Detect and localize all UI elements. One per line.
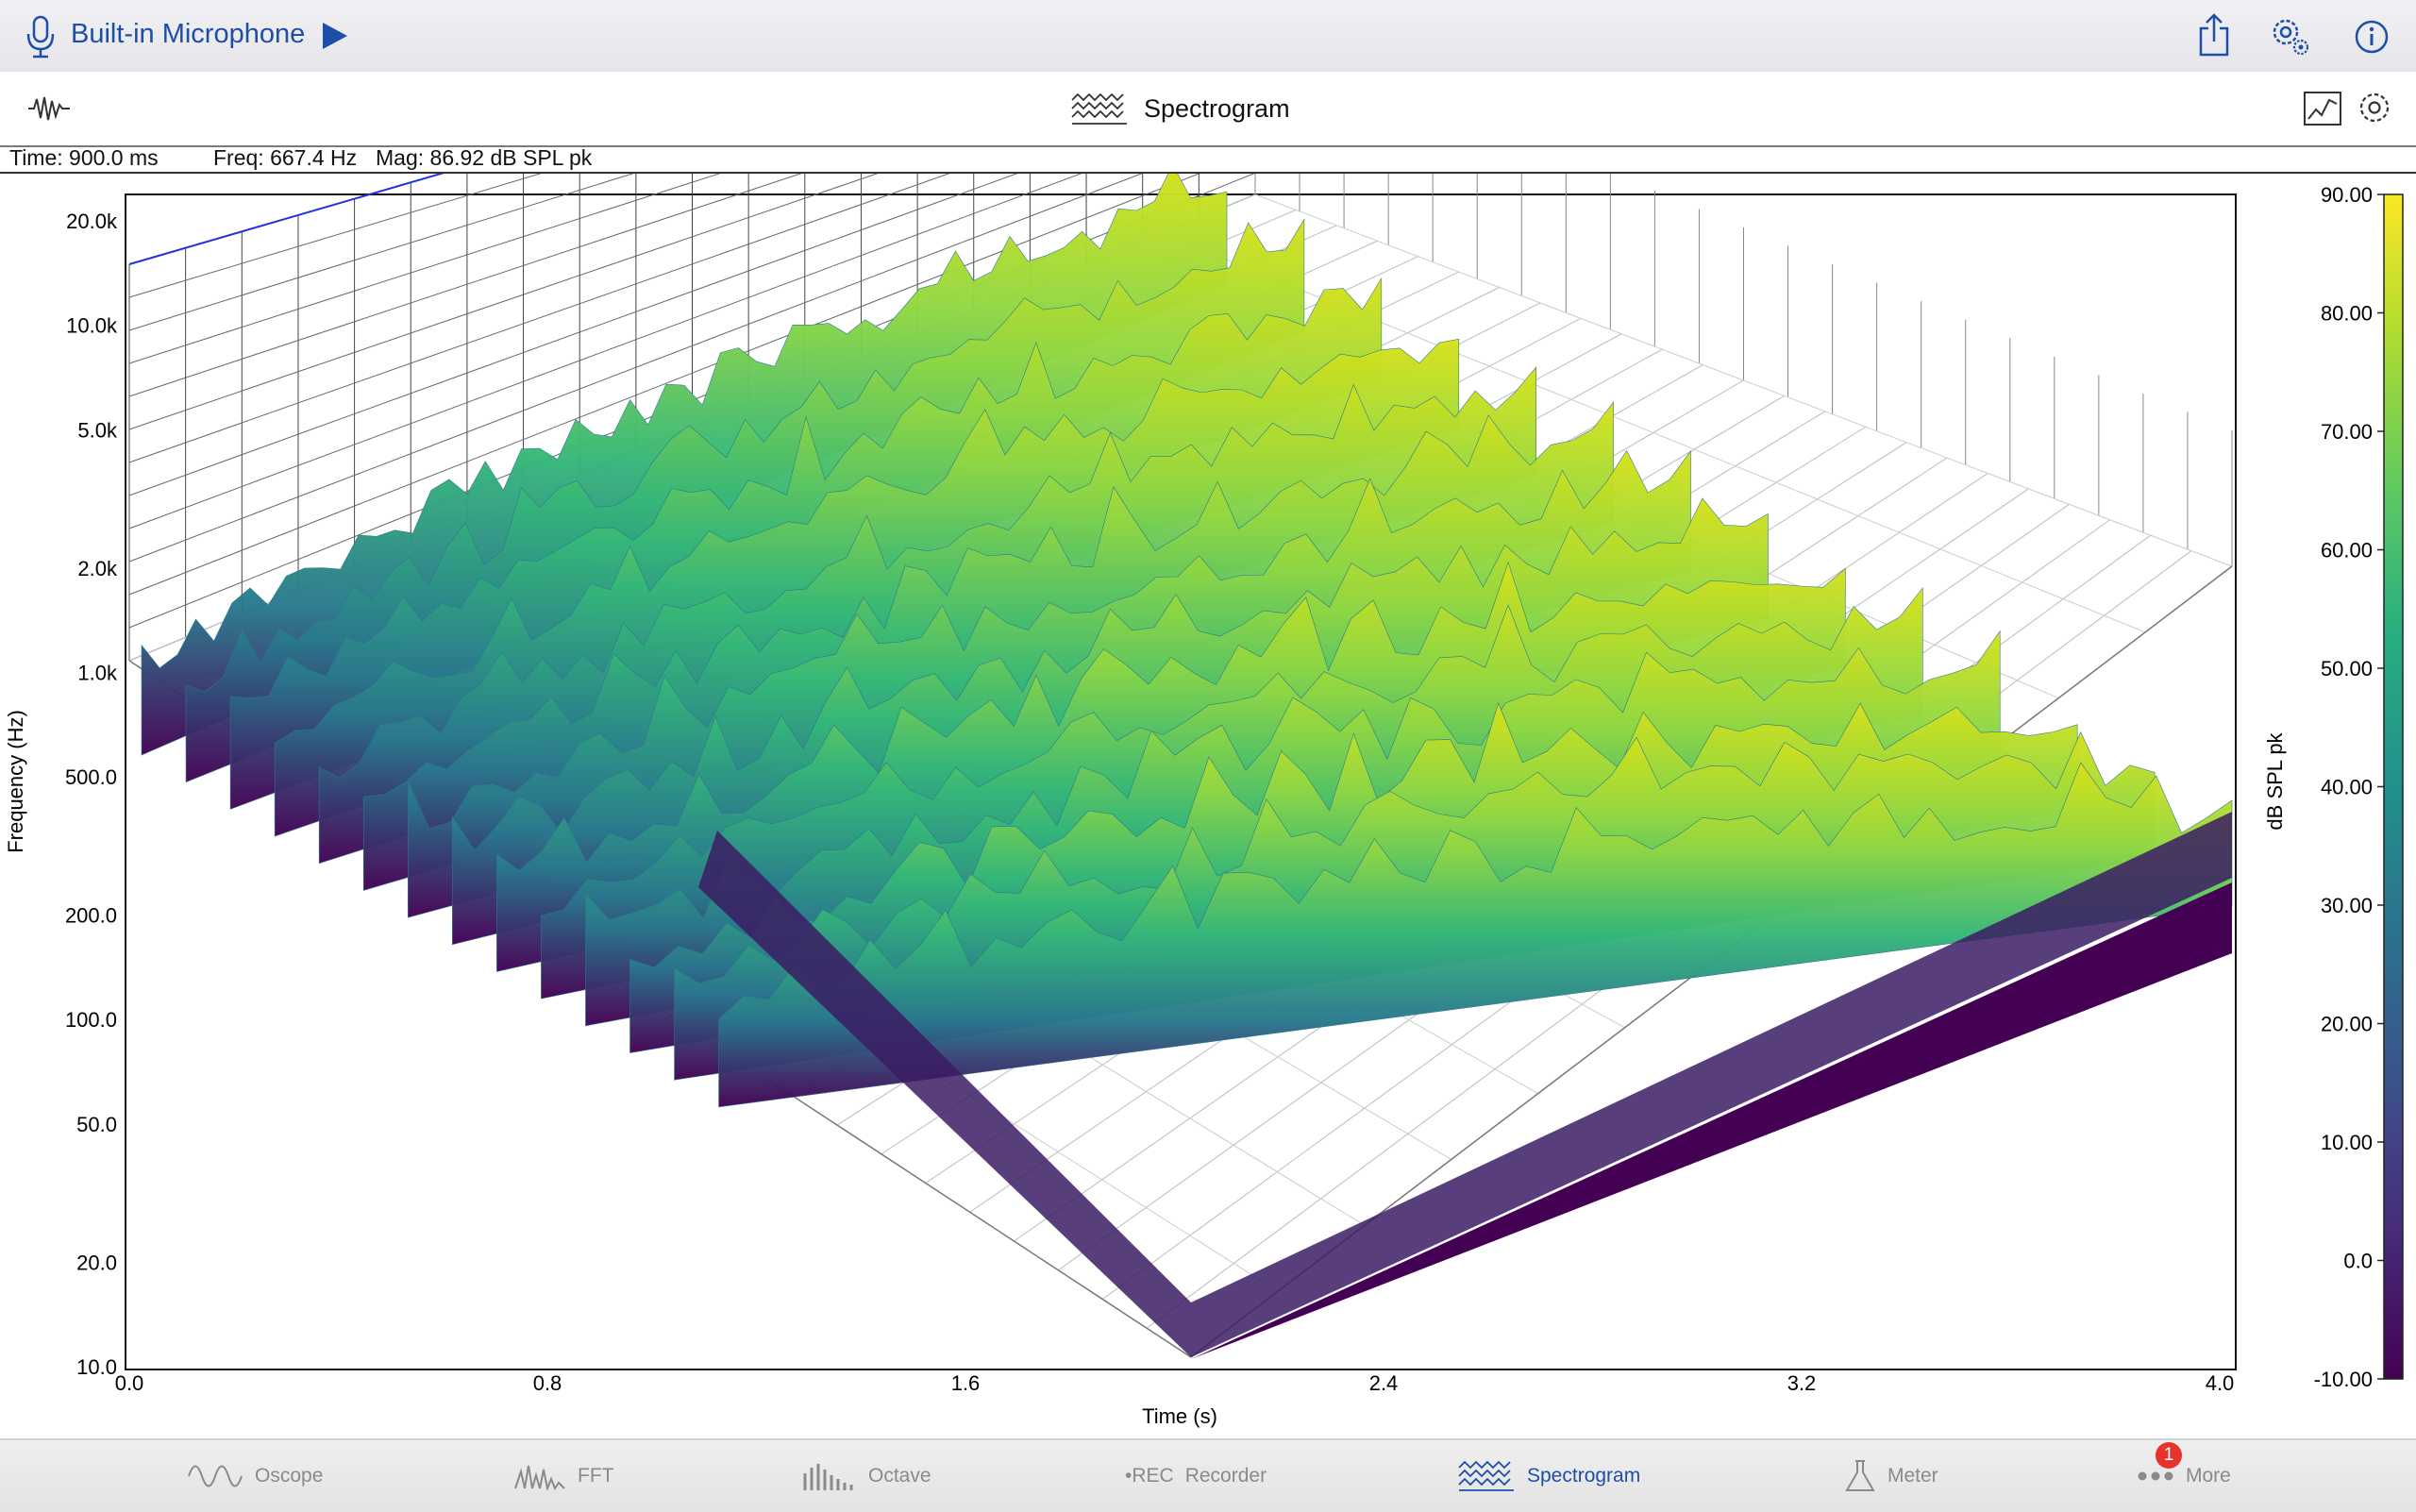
colorbar-tick-label: 0.0: [2343, 1250, 2373, 1273]
grid-line: [128, 174, 879, 430]
y-tick-label: 500.0: [65, 765, 117, 789]
grid-line: [128, 174, 1143, 563]
tab-oscope[interactable]: Oscope: [187, 1440, 323, 1512]
y-tick-label: 100.0: [65, 1008, 117, 1032]
x-axis-label: Time (s): [1142, 1404, 1217, 1428]
readout-frequency: Freq: 667.4 Hz: [213, 145, 358, 170]
x-tick-label: 3.2: [1787, 1371, 1817, 1395]
spectrogram-icon: [1071, 92, 1127, 125]
input-device-selector[interactable]: Built-in Microphone: [71, 19, 306, 49]
tab-label: Spectrogram: [1527, 1465, 1641, 1487]
colorbar-tick-label: 40.00: [2321, 776, 2373, 799]
waveform-icon[interactable]: [26, 94, 72, 123]
y-tick-label: 2.0k: [77, 557, 118, 580]
grid-line: [128, 174, 1200, 596]
tab-label: Octave: [868, 1465, 931, 1487]
tab-fft[interactable]: FFT: [513, 1440, 613, 1512]
info-icon[interactable]: [2354, 19, 2390, 55]
settings-gear-icon[interactable]: [2269, 15, 2312, 59]
view-header: Spectrogram: [0, 72, 2416, 147]
play-icon[interactable]: [321, 21, 349, 51]
view-title: Spectrogram: [1144, 94, 1290, 123]
colorbar-label: dB SPL pk: [2263, 731, 2287, 830]
y-axis-label: Frequency (Hz): [4, 710, 27, 853]
y-tick-label: 10.0: [76, 1355, 117, 1379]
tab-label: Meter: [1888, 1465, 1938, 1487]
readout-time: Time: 900.0 ms: [9, 145, 159, 170]
tab-more[interactable]: More: [2137, 1440, 2231, 1512]
fft-icon: [514, 1465, 565, 1490]
view-settings-icon[interactable]: [2356, 89, 2393, 126]
spectrogram-tab-icon: [1458, 1460, 1514, 1491]
y-tick-label: 20.0k: [66, 210, 118, 233]
y-tick-label: 20.0: [76, 1251, 117, 1274]
tab-recorder[interactable]: •REC Recorder: [1125, 1440, 1267, 1512]
octave-icon: [803, 1464, 853, 1490]
grid-line: [128, 174, 721, 364]
colorbar-tick-label: 50.00: [2321, 657, 2373, 680]
oscope-icon: [188, 1465, 243, 1487]
x-tick-label: 2.4: [1369, 1371, 1399, 1395]
tab-label: Oscope: [255, 1465, 324, 1487]
grid-line: [128, 174, 1082, 529]
readout-magnitude: Mag: 86.92 dB SPL pk: [376, 145, 593, 170]
frequency-axis: 20.0k 10.0k 5.0k 2.0k 1.0k 500.0 200.0 100.0 50.…: [65, 210, 118, 1379]
colorbar-axis: 90.00 80.00 70.00 60.00 50.00 40.00 30.00 20.00…: [2314, 183, 2384, 1391]
y-tick-label: 5.0k: [77, 418, 118, 442]
grid-line: [128, 174, 634, 331]
grid-line: [1254, 193, 2233, 567]
surface-front-edge: [1191, 882, 2232, 1359]
tab-octave[interactable]: Octave: [802, 1440, 931, 1512]
y-tick-label: 10.0k: [66, 314, 118, 338]
top-bar: Built-in Microphone: [0, 0, 2416, 74]
tab-bar: Oscope FFT Octave •REC Recorder Spectrog…: [0, 1438, 2416, 1512]
x-tick-label: 0.0: [115, 1371, 144, 1395]
colorbar-tick-label: 30.00: [2321, 894, 2373, 917]
tab-label: FFT: [578, 1465, 614, 1487]
colorbar-tick-label: 70.00: [2321, 420, 2373, 444]
tab-meter[interactable]: Meter: [1844, 1440, 1938, 1512]
tab-label: More: [2186, 1465, 2231, 1487]
time-axis: 0.0 0.8 1.6 2.4 3.2 4.0: [115, 1371, 2235, 1395]
colorbar-tick-label: 20.00: [2321, 1013, 2373, 1036]
meter-icon: [1845, 1460, 1875, 1491]
colorbar-tick-label: 80.00: [2321, 302, 2373, 326]
more-badge: 1: [2156, 1442, 2182, 1469]
surface-base: [698, 812, 2232, 1357]
x-tick-label: 4.0: [2206, 1371, 2235, 1395]
grid-line: [128, 174, 542, 298]
chart-toggle-icon[interactable]: [2303, 91, 2342, 126]
more-icon: [2138, 1471, 2173, 1481]
colorbar-tick-label: -10.00: [2314, 1368, 2373, 1391]
tab-label: Recorder: [1184, 1465, 1267, 1487]
colorbar-tick-label: 10.00: [2321, 1131, 2373, 1154]
rec-icon: •REC: [1125, 1465, 1174, 1487]
y-tick-label: 200.0: [65, 904, 117, 928]
grid-line: [128, 174, 1018, 496]
y-tick-label: 50.0: [76, 1113, 117, 1136]
spectrogram-3d-plot[interactable]: 20.0k 10.0k 5.0k 2.0k 1.0k 500.0 200.0 100.0 50.…: [0, 174, 2416, 1438]
share-icon[interactable]: [2197, 13, 2231, 57]
y-tick-label: 1.0k: [77, 661, 118, 684]
colorbar: [2383, 193, 2404, 1380]
surface-ridge: [718, 762, 2233, 1108]
cursor-readout: Time: 900.0 ms Freq: 667.4 Hz Mag: 86.92…: [0, 145, 2416, 174]
grid-line: [128, 174, 950, 463]
x-tick-label: 1.6: [951, 1371, 981, 1395]
colorbar-tick-label: 90.00: [2321, 183, 2373, 207]
colorbar-tick-label: 60.00: [2321, 539, 2373, 563]
microphone-icon[interactable]: [25, 15, 57, 59]
x-tick-label: 0.8: [533, 1371, 562, 1395]
grid-line: [128, 174, 445, 265]
tab-spectrogram[interactable]: Spectrogram: [1457, 1440, 1640, 1512]
spectrogram-surface: [141, 174, 2233, 1359]
grid-line: [128, 174, 802, 397]
